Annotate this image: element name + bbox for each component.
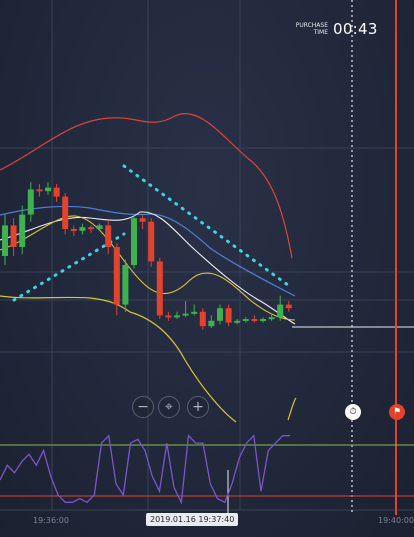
zoom-out-button[interactable]: − (132, 396, 154, 418)
candle-body (156, 261, 163, 316)
bollinger-lower-band (0, 295, 297, 423)
candle-body (45, 187, 51, 192)
candle-body (148, 221, 155, 262)
stopwatch-icon: ⏱ (345, 404, 361, 420)
candle-body (234, 320, 241, 323)
candle-body (122, 265, 129, 305)
time-axis-label-left: 19:36:00 (33, 516, 69, 525)
candle-body (268, 317, 275, 320)
candle-body (182, 313, 189, 316)
purchase-label-line2: TIME (313, 29, 328, 36)
candle-body (251, 319, 258, 321)
purchase-countdown: 00:43 (333, 20, 378, 38)
candle-body (131, 218, 137, 265)
candle-body (10, 225, 17, 247)
candle-body (165, 315, 172, 318)
candle-body (2, 225, 8, 256)
candle-body (139, 218, 146, 222)
moving-average-blue (0, 205, 296, 297)
candle-body (217, 308, 223, 321)
bollinger-upper-band (0, 113, 293, 259)
candle-body (62, 196, 69, 229)
purchase-time-label: PURCHASE TIME (292, 22, 328, 36)
candle-body (225, 308, 232, 323)
candle-body (285, 304, 292, 309)
candle-body (113, 247, 120, 305)
candle-body (19, 214, 26, 247)
center-view-button[interactable]: ⌖ (158, 396, 180, 418)
candle-body (199, 311, 206, 327)
purchase-label-line1: PURCHASE (295, 22, 328, 29)
candle-body (88, 227, 94, 230)
candle-body (79, 227, 86, 231)
candle-body (191, 311, 198, 314)
candle-body (53, 187, 60, 197)
moving-average-white (0, 211, 296, 325)
candle-body (36, 189, 43, 192)
candle-body (105, 225, 112, 247)
trendline-dotted-down (122, 164, 294, 290)
candle-body (242, 319, 249, 321)
trendline-dotted-up (12, 232, 126, 302)
candle-body (277, 304, 284, 318)
candle-body (96, 225, 103, 229)
zoom-in-button[interactable]: + (187, 396, 209, 418)
candle-body (208, 320, 215, 327)
flag-icon: ⚑ (389, 404, 405, 420)
candle-body (70, 229, 77, 231)
cursor-time-label: 2019.01.16 19:37:40 (146, 513, 239, 526)
candle-body (260, 319, 266, 321)
time-axis-label-right: 19:40:00 (378, 516, 414, 525)
candle-body (174, 315, 180, 318)
oscillator-line (0, 434, 290, 505)
candle-body (27, 189, 34, 215)
